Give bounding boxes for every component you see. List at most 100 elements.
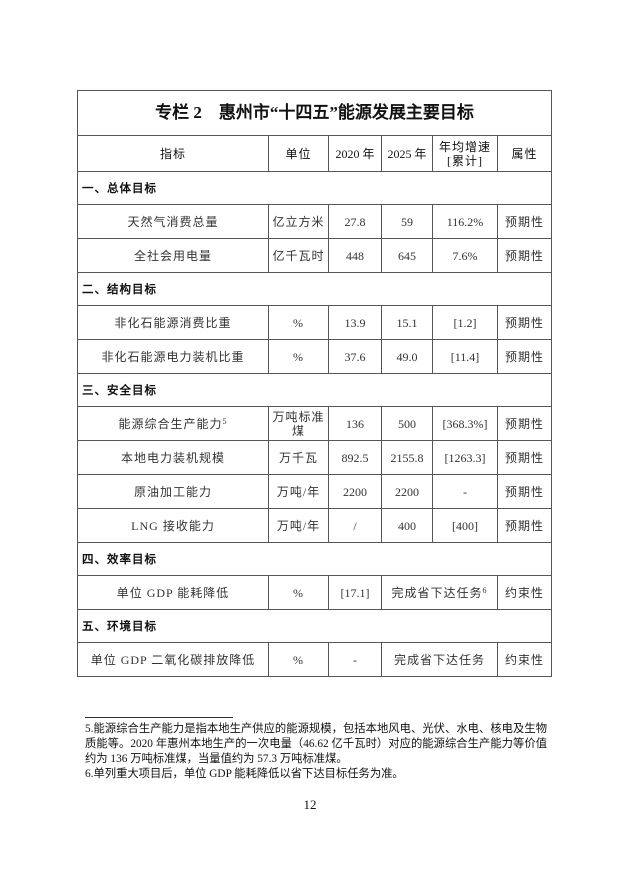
section-row: 五、环境目标	[76, 609, 553, 643]
section-heading: 四、效率目标	[76, 542, 553, 576]
unit-cell-text: 万千瓦	[278, 450, 318, 465]
indicator-cell-text: 原油加工能力	[133, 484, 212, 499]
targets-table: 专栏 2 惠州市“十四五”能源发展主要目标 指标 单位 2020 年 2025 年年均…	[76, 90, 553, 677]
attribute-cell: 预期性	[496, 204, 553, 239]
value-2020-cell: -	[328, 642, 382, 677]
value-2025-cell: 15.1	[381, 305, 433, 340]
attribute-cell-text: 预期性	[505, 518, 545, 533]
indicator-cell: 单位 GDP 二氧化碳排放降低	[77, 642, 269, 677]
section-heading: 一、总体目标	[76, 171, 553, 205]
growth-rate-cell: [11.4]	[432, 339, 498, 374]
indicator-cell-text: 单位 GDP 二氧化碳排放降低	[90, 652, 256, 667]
attribute-cell: 预期性	[496, 406, 553, 441]
value-2020-cell: 2200	[328, 474, 382, 509]
growth-rate-cell-text: [1263.3]	[444, 450, 486, 465]
attribute-cell-text: 预期性	[505, 315, 545, 330]
value-2020-cell-text: 448	[346, 248, 364, 263]
attribute-cell: 约束性	[496, 642, 553, 677]
unit-cell: 亿千瓦时	[268, 238, 329, 273]
section-row: 三、安全目标	[76, 373, 553, 407]
footnote-6: 6.单列重大项目后，单位 GDP 能耗降低以省下达目标任务为准。	[85, 768, 404, 780]
attribute-cell: 预期性	[496, 440, 553, 475]
unit-cell-text: 万吨/年	[276, 518, 321, 533]
target-2025-cell-text: 完成省下达任务	[391, 585, 483, 600]
attribute-cell-text: 预期性	[505, 450, 545, 465]
footnote-ref: 6	[482, 585, 488, 595]
footnotes: 5.能源综合生产能力是指本地生产供应的能源规模，包括本地风电、光伏、水电、核电及…	[85, 722, 547, 782]
value-2020-cell: [17.1]	[328, 575, 382, 610]
value-2020-cell-text: [17.1]	[340, 585, 370, 600]
unit-cell: %	[268, 339, 329, 374]
value-2025-cell-text: 500	[398, 416, 416, 431]
value-2020-cell: 448	[328, 238, 382, 273]
footnote-ref: 5	[222, 416, 228, 426]
section-heading: 五、环境目标	[76, 609, 553, 643]
value-2025-cell-text: 15.1	[396, 315, 418, 330]
value-2020-cell-text: 892.5	[341, 450, 369, 465]
header-row: 指标 单位 2020 年 2025 年年均增速 [累计] 属性	[77, 135, 553, 172]
value-2025-cell-text: 400	[398, 518, 416, 533]
unit-cell-text: 万吨/年	[276, 484, 321, 499]
indicator-cell: 全社会用电量	[77, 238, 269, 273]
value-2020-cell: 136	[328, 406, 382, 441]
unit-cell: 万吨/年	[268, 474, 329, 509]
value-2025-cell: 59	[381, 204, 433, 239]
value-2020-cell: 13.9	[328, 305, 382, 340]
column-header: 属性	[496, 135, 553, 172]
indicator-cell-text: 本地电力装机规模	[120, 450, 225, 465]
section-heading: 三、安全目标	[76, 373, 553, 407]
indicator-cell: LNG 接收能力	[77, 508, 269, 543]
table-row: 本地电力装机规模 万千瓦 892.5 2155.8 [1263.3] 预期性	[77, 440, 553, 475]
indicator-cell-text: 全社会用电量	[133, 248, 212, 263]
unit-cell-text: 亿立方米	[272, 214, 325, 229]
value-2020-cell: 27.8	[328, 204, 382, 239]
indicator-cell-text: 单位 GDP 能耗降低	[116, 585, 230, 600]
table-row: 全社会用电量 亿千瓦时 448 645 7.6% 预期性	[77, 238, 553, 273]
value-2025-cell-text: 645	[398, 248, 416, 263]
growth-rate-cell-text: [11.4]	[450, 349, 480, 364]
unit-cell-text: %	[293, 585, 304, 600]
section-heading-text: 一、总体目标	[82, 181, 157, 195]
section-heading-text: 四、效率目标	[82, 552, 157, 566]
indicator-cell: 本地电力装机规模	[77, 440, 269, 475]
indicator-cell-text: 能源综合生产能力	[118, 416, 223, 431]
value-2025-cell: 49.0	[381, 339, 433, 374]
attribute-cell: 预期性	[496, 339, 553, 374]
growth-rate-cell: [1.2]	[432, 305, 498, 340]
unit-cell-text: %	[293, 349, 304, 364]
value-2025-cell: 400	[381, 508, 433, 543]
growth-rate-cell: [1263.3]	[432, 440, 498, 475]
table-row: 单位 GDP 能耗降低% [17.1] 完成省下达任务6 约束性	[77, 575, 553, 610]
footnote-divider	[85, 717, 233, 718]
table-row: 非化石能源消费比重% 13.9 15.1 [1.2] 预期性	[77, 305, 553, 340]
unit-cell: 万千瓦	[268, 440, 329, 475]
section-row: 二、结构目标	[76, 272, 553, 306]
section-heading-text: 三、安全目标	[82, 383, 157, 397]
section-row: 一、总体目标	[76, 171, 553, 205]
target-2025-cell: 完成省下达任务6	[381, 575, 498, 610]
value-2025-cell-text: 49.0	[396, 349, 418, 364]
table-title: 专栏 2 惠州市“十四五”能源发展主要目标	[76, 90, 553, 136]
unit-cell: %	[268, 305, 329, 340]
growth-rate-cell: 7.6%	[432, 238, 498, 273]
page-number: 12	[303, 797, 317, 812]
attribute-cell-text: 预期性	[505, 484, 545, 499]
value-2020-cell: 37.6	[328, 339, 382, 374]
column-header: 单位	[268, 135, 329, 172]
value-2025-cell-text: 2155.8	[390, 450, 424, 465]
attribute-cell-text: 预期性	[505, 248, 545, 263]
value-2025-cell-text: 2200	[395, 484, 419, 499]
value-2020-cell-text: 136	[346, 416, 364, 431]
footnote-5: 5.能源综合生产能力是指本地生产供应的能源规模，包括本地风电、光伏、水电、核电及…	[85, 723, 547, 765]
indicator-cell-text: 天然气消费总量	[127, 214, 219, 229]
column-header: 指标	[77, 135, 269, 172]
growth-rate-cell-text: [400]	[452, 518, 478, 533]
indicator-cell: 非化石能源消费比重	[77, 305, 269, 340]
indicator-cell: 天然气消费总量	[77, 204, 269, 239]
value-2020-cell-text: 37.6	[344, 349, 366, 364]
growth-rate-cell-text: [1.2]	[453, 315, 477, 330]
table-row: 原油加工能力 万吨/年 2200 2200 - 预期性	[77, 474, 553, 509]
unit-cell: 万吨/年	[268, 508, 329, 543]
value-2020-cell: 892.5	[328, 440, 382, 475]
attribute-cell-text: 预期性	[505, 214, 545, 229]
